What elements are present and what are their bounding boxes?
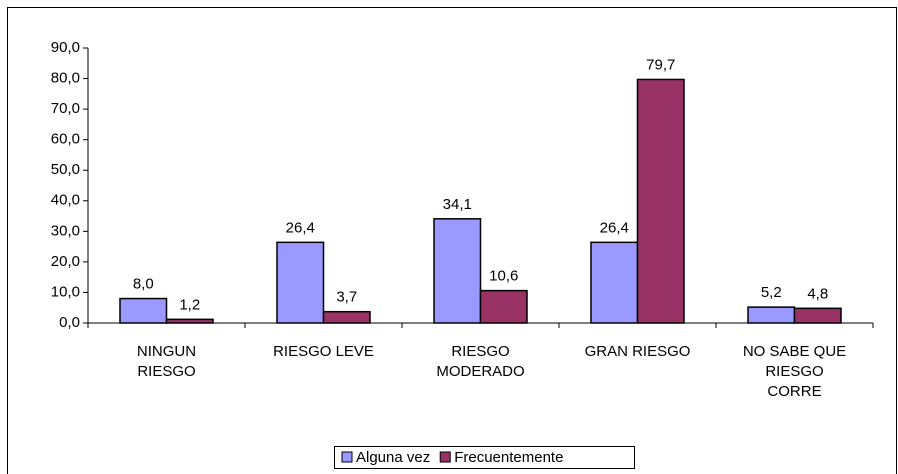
x-tick-label: RIESGO MODERADO [436,343,525,380]
legend-box [334,446,635,469]
x-tick-label: GRAN RIESGO [584,343,691,360]
value-label: 8,0 [133,276,154,293]
bar [119,297,168,324]
y-tick-label: 50,0 [51,161,80,178]
bar [479,289,528,324]
y-tick-label: 80,0 [51,70,80,87]
bar [276,241,325,324]
bar [793,307,842,324]
bar [590,241,639,324]
x-tick-label: RIESGO LEVE [273,343,374,360]
value-label: 10,6 [489,268,518,285]
value-label: 34,1 [443,196,472,213]
legend-swatch [439,451,451,463]
bar [433,218,482,324]
bar [636,78,685,324]
x-tick-label: NO SABE QUE RIESGO CORRE [742,343,847,400]
value-label: 3,7 [336,289,357,306]
value-label: 26,4 [286,219,315,236]
value-label: 5,2 [761,284,782,301]
value-label: 4,8 [807,285,828,302]
bar [747,306,796,324]
legend-label: Frecuentemente [454,449,563,466]
bar [165,318,214,324]
bar [322,310,371,324]
x-tick-label: NINGUN RIESGO [136,343,197,380]
value-label: 79,7 [646,56,675,73]
y-tick-label: 20,0 [51,253,80,270]
value-label: 1,2 [179,296,200,313]
value-label: 26,4 [600,219,629,236]
y-tick-label: 70,0 [51,100,80,117]
y-tick-label: 30,0 [51,222,80,239]
y-tick-label: 90,0 [51,39,80,56]
legend-label: Alguna vez [356,449,430,466]
y-tick-label: 40,0 [51,192,80,209]
y-tick-label: 0,0 [59,314,80,331]
y-tick-label: 10,0 [51,283,80,300]
y-tick-label: 60,0 [51,131,80,148]
legend-swatch [341,451,353,463]
